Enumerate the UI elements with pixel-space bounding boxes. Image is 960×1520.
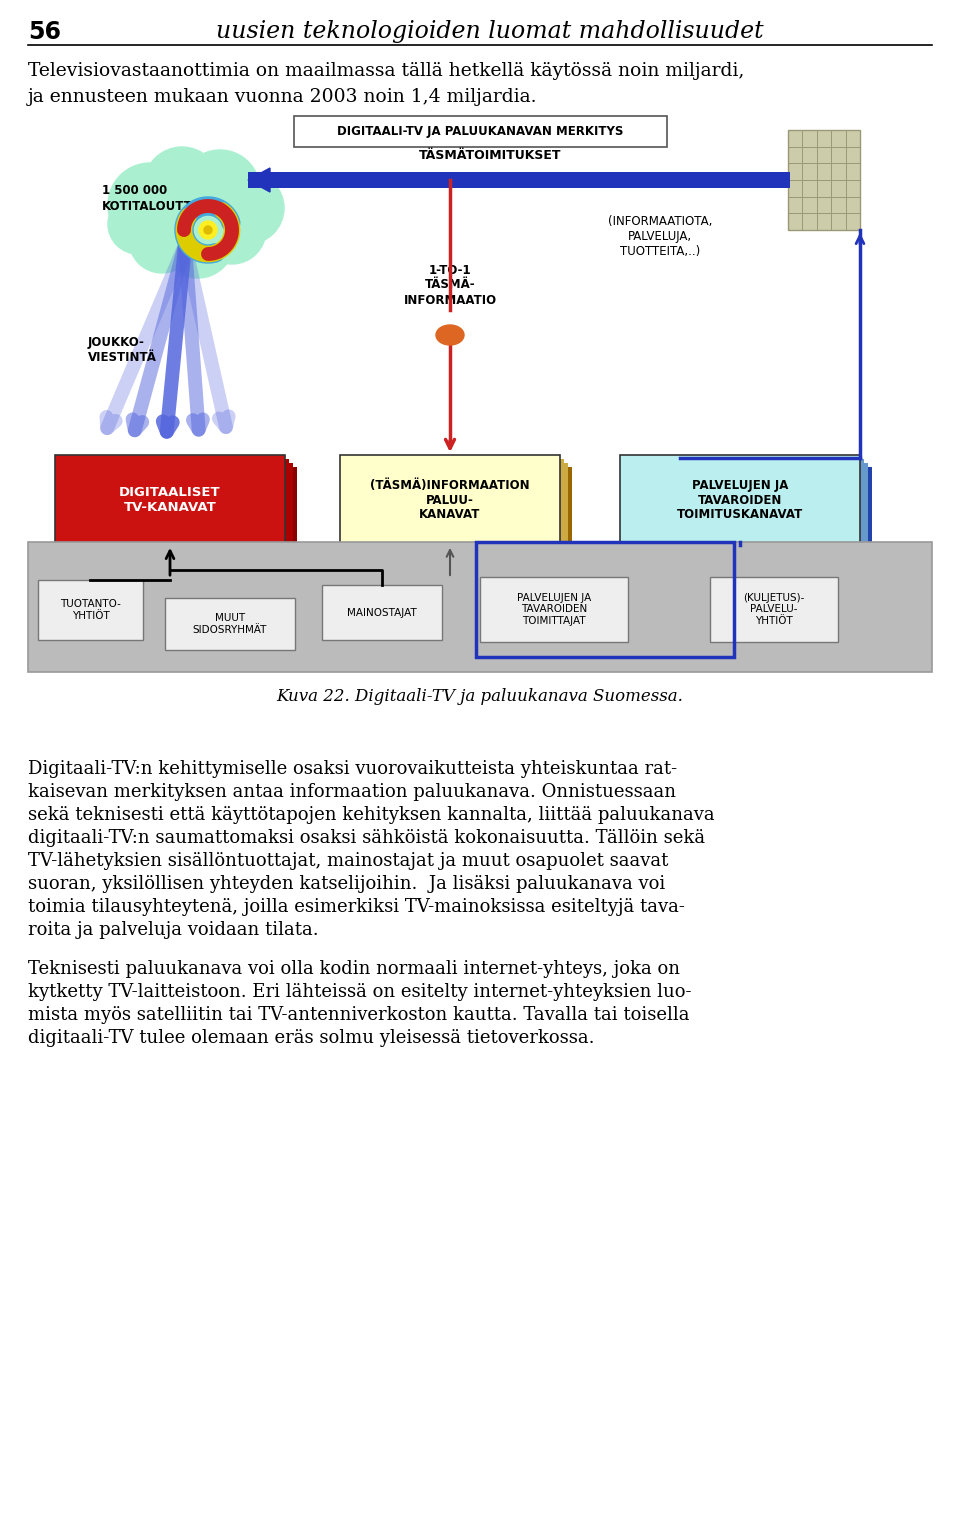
Text: PALVELUJEN JA
TAVAROIDEN
TOIMITTAJAT: PALVELUJEN JA TAVAROIDEN TOIMITTAJAT [516, 593, 591, 626]
Text: Televisiovastaanottimia on maailmassa tällä hetkellä käytössä noin miljardi,: Televisiovastaanottimia on maailmassa tä… [28, 62, 744, 81]
Circle shape [212, 172, 284, 245]
Bar [352, 467, 572, 556]
Bar [28, 543, 932, 672]
Text: 1 500 000: 1 500 000 [102, 184, 167, 196]
Text: TUOTANTO-
YHTIÖT: TUOTANTO- YHTIÖT [60, 599, 121, 620]
Bar [63, 464, 293, 553]
Text: kytketty TV-laitteistoon. Eri lähteissä on esitelty internet-yhteyksien luo-: kytketty TV-laitteistoon. Eri lähteissä … [28, 983, 691, 1002]
Circle shape [108, 195, 168, 254]
Bar [788, 131, 860, 230]
Bar [710, 578, 838, 641]
Circle shape [162, 207, 234, 278]
Text: TÄSMÄTOIMITUKSET: TÄSMÄTOIMITUKSET [419, 149, 562, 163]
Text: 1-TO-1
TÄSMÄ-
INFORMAATIO: 1-TO-1 TÄSMÄ- INFORMAATIO [403, 263, 496, 307]
Bar [340, 454, 560, 546]
Circle shape [198, 196, 266, 264]
Bar [476, 543, 734, 657]
Text: KOTITALOUTTA: KOTITALOUTTA [102, 201, 201, 213]
Text: DIGITAALISET
TV-KANAVAT: DIGITAALISET TV-KANAVAT [119, 486, 221, 514]
Text: (KULJETUS)-
PALVELU-
YHTIÖT: (KULJETUS)- PALVELU- YHTIÖT [743, 593, 804, 626]
Bar [632, 467, 872, 556]
Bar [165, 597, 295, 651]
Text: Teknisesti paluukanava voi olla kodin normaali internet-yhteys, joka on: Teknisesti paluukanava voi olla kodin no… [28, 961, 680, 977]
Bar [322, 585, 442, 640]
Text: 56: 56 [28, 20, 61, 44]
Text: JOUKKO-
VIESTINTÄ: JOUKKO- VIESTINTÄ [88, 336, 156, 363]
Text: ja ennusteen mukaan vuonna 2003 noin 1,4 miljardia.: ja ennusteen mukaan vuonna 2003 noin 1,4… [28, 88, 538, 106]
Text: (INFORMAATIOTA,
PALVELUJA,
TUOTTEITA,..): (INFORMAATIOTA, PALVELUJA, TUOTTEITA,..) [608, 214, 712, 258]
Text: uusien teknologioiden luomat mahdollisuudet: uusien teknologioiden luomat mahdollisuu… [216, 20, 764, 43]
Bar [55, 454, 285, 546]
Text: suoran, yksilöllisen yhteyden katselijoihin.  Ja lisäksi paluukanava voi: suoran, yksilöllisen yhteyden katselijoi… [28, 876, 665, 894]
FancyBboxPatch shape [294, 116, 666, 146]
Text: MAINOSTAJAT: MAINOSTAJAT [348, 608, 417, 617]
Bar [628, 464, 868, 553]
Circle shape [199, 220, 217, 239]
Text: kaisevan merkityksen antaa informaation paluukanava. Onnistuessaan: kaisevan merkityksen antaa informaation … [28, 783, 676, 801]
Ellipse shape [436, 325, 464, 345]
Bar [67, 467, 297, 556]
Text: MUUT
SIDOSRYHMÄT: MUUT SIDOSRYHMÄT [193, 613, 267, 635]
Text: Digitaali-TV:n kehittymiselle osaksi vuorovaikutteista yhteiskuntaa rat-: Digitaali-TV:n kehittymiselle osaksi vuo… [28, 760, 677, 778]
Circle shape [180, 150, 260, 230]
Text: roita ja palveluja voidaan tilata.: roita ja palveluja voidaan tilata. [28, 921, 319, 939]
Polygon shape [248, 169, 270, 192]
Text: DIGITAALI-TV JA PALUUKANAVAN MERKITYS: DIGITAALI-TV JA PALUUKANAVAN MERKITYS [337, 125, 623, 137]
Text: Kuva 22. Digitaali-TV ja paluukanava Suomessa.: Kuva 22. Digitaali-TV ja paluukanava Suo… [276, 689, 684, 705]
Bar [624, 459, 864, 549]
Bar [248, 172, 790, 188]
Text: digitaali-TV:n saumattomaksi osaksi sähköistä kokonaisuutta. Tällöin sekä: digitaali-TV:n saumattomaksi osaksi sähk… [28, 828, 706, 847]
Bar [59, 459, 289, 549]
Bar [344, 459, 564, 549]
Text: PALVELUJEN JA
TAVAROIDEN
TOIMITUSKANAVAT: PALVELUJEN JA TAVAROIDEN TOIMITUSKANAVAT [677, 479, 804, 521]
Circle shape [108, 163, 192, 246]
Bar [620, 454, 860, 546]
Text: sekä teknisesti että käyttötapojen kehityksen kannalta, liittää paluukanava: sekä teknisesti että käyttötapojen kehit… [28, 806, 714, 824]
Text: (TÄSMÄ)INFORMAATION
PALUU-
KANAVAT: (TÄSMÄ)INFORMAATION PALUU- KANAVAT [371, 479, 530, 521]
Text: TV-lähetyksien sisällöntuottajat, mainostajat ja muut osapuolet saavat: TV-lähetyksien sisällöntuottajat, mainos… [28, 853, 668, 869]
Text: digitaali-TV tulee olemaan eräs solmu yleisessä tietoverkossa.: digitaali-TV tulee olemaan eräs solmu yl… [28, 1029, 594, 1047]
Text: mista myös satelliitin tai TV-antenniverkoston kautta. Tavalla tai toisella: mista myös satelliitin tai TV-antenniver… [28, 1006, 689, 1024]
Circle shape [144, 147, 220, 223]
Text: toimia tilausyhteytenä, joilla esimerkiksi TV-mainoksissa esiteltyjä tava-: toimia tilausyhteytenä, joilla esimerkik… [28, 898, 684, 917]
Circle shape [129, 207, 195, 274]
Bar [38, 581, 143, 640]
Bar [348, 464, 568, 553]
Bar [480, 578, 628, 641]
Circle shape [204, 226, 212, 234]
